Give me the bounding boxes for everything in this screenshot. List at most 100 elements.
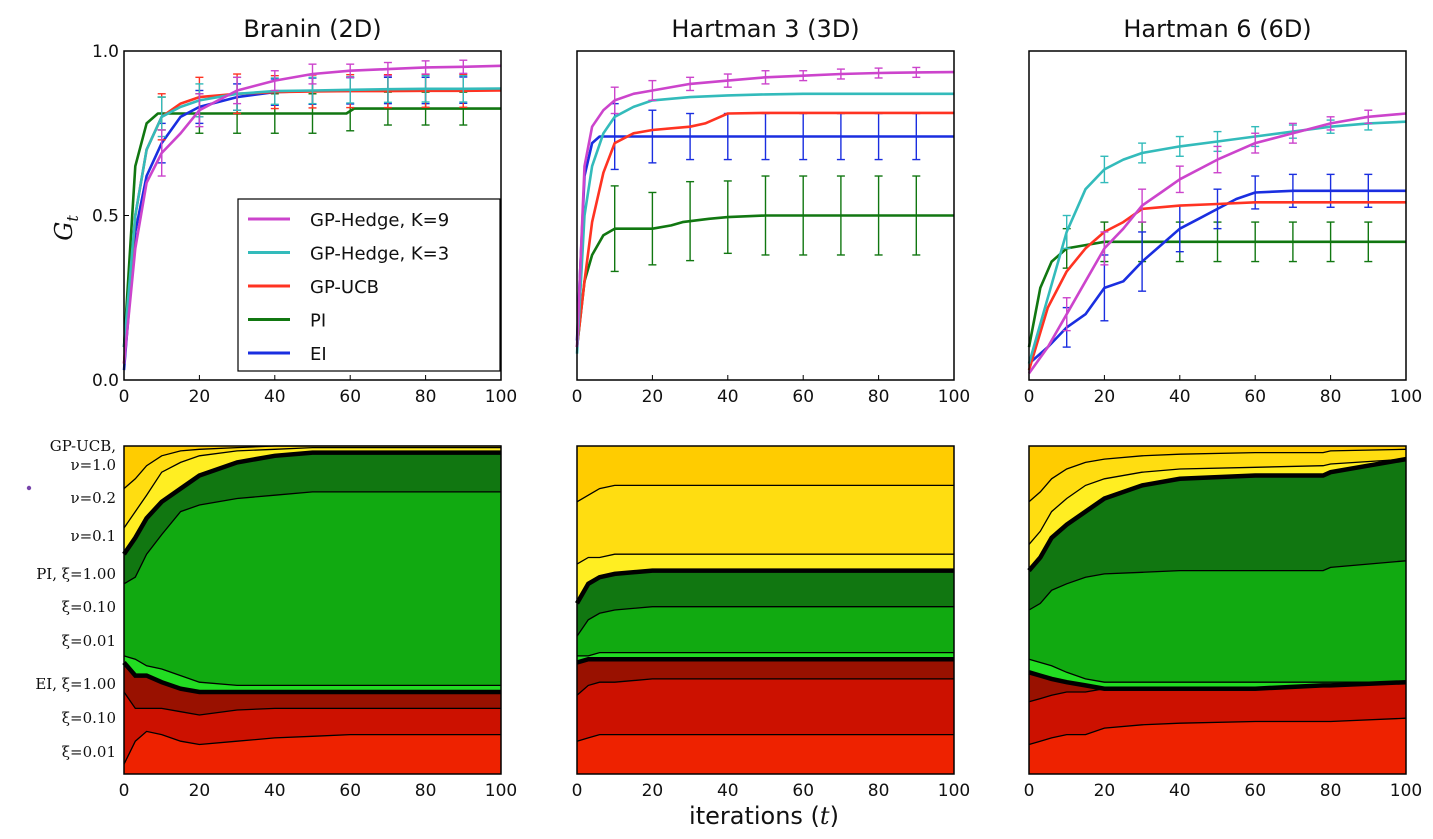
y-axis-label: Gt (50, 215, 82, 241)
x-axis-label: iterations (t) (689, 802, 839, 830)
x-tick-label: 60 (792, 387, 814, 407)
stack-band (1029, 449, 1406, 545)
x-tick-label: 0 (1024, 387, 1035, 407)
stack-band (124, 692, 501, 765)
band-boundary (1028, 458, 1407, 545)
stack-band (1029, 718, 1406, 774)
x-tick-label: 40 (717, 387, 739, 407)
y-axis-label-main: G (50, 222, 78, 241)
stack-band (1029, 459, 1406, 610)
panel-title: Hartman 6 (6D) (1123, 15, 1311, 43)
x-tick-label: 100 (1390, 781, 1422, 801)
axes-frame (576, 445, 955, 775)
legend-label: PI (310, 311, 326, 332)
x-tick-label: 60 (1244, 781, 1266, 801)
x-tick-label: 20 (1094, 781, 1116, 801)
stack-band (577, 446, 954, 502)
series-line (575, 92, 954, 354)
x-tick-label: 80 (415, 781, 437, 801)
x-tick-label: 0 (1024, 781, 1035, 801)
top-panels: Branin (2D) 0 20 40 60 80 100 0.0 0.5 1.0 Hartman … (92, 15, 1422, 407)
x-tick-label: 60 (339, 781, 361, 801)
x-tick-label: 80 (868, 387, 890, 407)
band-boundary (1028, 670, 1407, 691)
band-boundary (1028, 717, 1407, 746)
line-panel: Hartman 3 (3D) 0 20 40 60 80 100 (572, 15, 971, 407)
band-boundary (123, 730, 501, 765)
series-line (1027, 112, 1407, 375)
stacked-area-panel: 0 20 40 60 80 100 (119, 445, 517, 801)
stack-band (124, 731, 501, 774)
x-tick-label: 60 (1244, 387, 1266, 407)
band-boundary (576, 656, 954, 665)
stack-band (124, 446, 501, 489)
stack-band (124, 655, 501, 692)
y-axis-label-sub: t (63, 215, 82, 222)
series (1028, 173, 1406, 365)
band-boundary (122, 450, 501, 556)
stack-band (124, 662, 501, 715)
x-tick-label: 20 (642, 387, 664, 407)
stacked-area-panel: 0 20 40 60 80 100 (1024, 445, 1422, 801)
stack-labels: GP-UCB,ν=1.0 ν=0.2 ν=0.1 PI, ξ=1.00 ξ=0.10 ξ=… (35, 437, 116, 761)
band-boundary (576, 678, 954, 696)
legend-label: GP-UCB (310, 277, 379, 298)
axes-frame (1028, 445, 1407, 775)
series-line (1028, 189, 1406, 365)
series (575, 92, 954, 354)
series-line (122, 87, 502, 348)
x-tick-label: 0 (119, 781, 130, 801)
y-tick-label: 0.0 (92, 371, 119, 391)
panel-title: Hartman 3 (3D) (671, 15, 859, 43)
series (575, 111, 954, 348)
stray-dot (26, 485, 32, 491)
band-boundary (577, 651, 954, 657)
stack-band (1029, 682, 1406, 745)
stack-label: PI, ξ=1.00 (36, 565, 116, 583)
stack-band (577, 485, 954, 565)
legend-label: GP-Hedge, K=9 (310, 210, 449, 231)
band-boundary (1027, 456, 1407, 573)
axes-frame (123, 445, 502, 775)
stack-band (1029, 560, 1406, 683)
y-tick-label: 0.5 (92, 207, 119, 227)
y-tick-label: 1.0 (92, 42, 119, 62)
x-tick-label: 80 (868, 781, 890, 801)
stack-band (1029, 446, 1406, 502)
series-line (1027, 120, 1407, 364)
stack-band (577, 659, 954, 696)
line-panel: Hartman 6 (6D) 0 20 40 60 80 100 (1024, 15, 1423, 407)
series-line (575, 214, 954, 348)
x-tick-label: 0 (119, 387, 130, 407)
x-tick-label: 100 (1390, 387, 1422, 407)
x-tick-label: 20 (189, 387, 211, 407)
series (1027, 116, 1407, 364)
band-boundary (1028, 658, 1406, 683)
x-tick-label: 80 (415, 387, 437, 407)
x-tick-label: 40 (717, 781, 739, 801)
x-tick-label: 60 (339, 387, 361, 407)
band-boundary (123, 446, 501, 529)
stack-label: ξ=0.10 (62, 598, 116, 616)
band-boundary (123, 655, 501, 687)
stack-band (577, 606, 954, 656)
x-tick-label: 100 (485, 387, 517, 407)
axes-frame (1028, 50, 1407, 381)
series-line (122, 64, 502, 364)
x-tick-label: 60 (792, 781, 814, 801)
band-boundary (575, 568, 954, 605)
stack-label: ξ=0.01 (62, 743, 116, 761)
stack-label: EI, ξ=1.00 (35, 675, 116, 693)
x-tick-label: 100 (485, 781, 517, 801)
band-boundary (1028, 560, 1407, 611)
x-tick-label: 80 (1320, 781, 1342, 801)
stack-band (577, 554, 954, 604)
series-line (575, 70, 955, 348)
stack-band (577, 678, 954, 742)
stack-band (1029, 459, 1406, 571)
band-boundary (576, 733, 954, 742)
x-tick-label: 20 (1094, 387, 1116, 407)
band-boundary (123, 491, 501, 585)
stack-label: ξ=0.01 (62, 632, 116, 650)
series-line (1027, 201, 1406, 371)
